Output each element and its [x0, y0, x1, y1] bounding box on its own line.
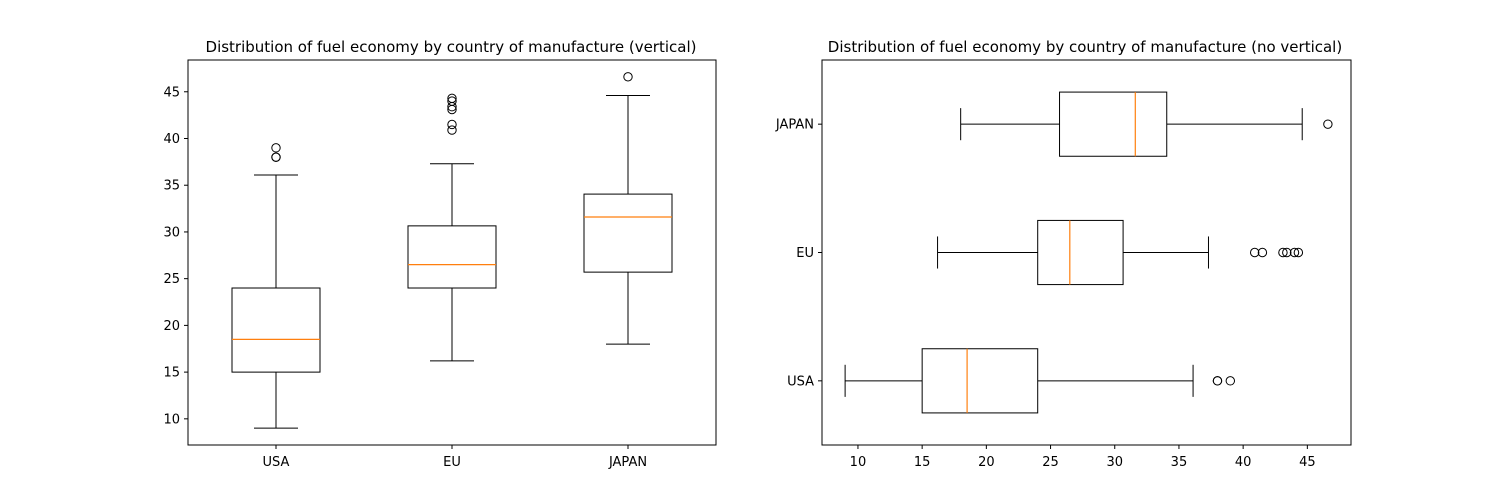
iqr-box	[1037, 219, 1124, 286]
outlier-point	[447, 125, 457, 135]
y-tick-label: JAPAN	[775, 118, 814, 133]
outlier-point	[1250, 247, 1260, 258]
iqr-box	[1059, 91, 1168, 157]
x-tick-label: USA	[263, 455, 290, 470]
box-usa	[844, 348, 1236, 414]
outlier-point	[447, 96, 457, 106]
x-tick-label: 45	[1299, 455, 1316, 470]
box-usa	[231, 143, 321, 429]
x-tick-label: 40	[1235, 455, 1252, 470]
iqr-box	[231, 287, 321, 373]
box-eu	[407, 93, 497, 362]
horizontal-boxplot-panel: Distribution of fuel economy by country …	[775, 38, 1352, 470]
outlier-point	[1289, 247, 1300, 258]
y-tick-label: 30	[163, 225, 180, 240]
outlier-point	[1323, 119, 1333, 129]
y-tick-label: 40	[163, 132, 180, 147]
box-japan	[583, 72, 673, 345]
x-tick-label: 30	[1106, 455, 1123, 470]
x-tick-label: 15	[914, 455, 931, 470]
x-tick-label: 35	[1171, 455, 1188, 470]
y-tick-label: USA	[787, 374, 814, 389]
outlier-point	[1293, 247, 1304, 258]
x-tick-label: EU	[443, 455, 461, 470]
outlier-point	[447, 93, 457, 104]
iqr-box	[583, 193, 673, 273]
x-tick-label: 20	[978, 455, 995, 470]
outlier-point	[1212, 376, 1223, 386]
outlier-point	[1225, 376, 1236, 386]
vertical-boxplot-panel: Distribution of fuel economy by country …	[163, 38, 717, 470]
iqr-box	[921, 348, 1039, 414]
box-japan	[960, 91, 1333, 157]
outlier-point	[623, 72, 633, 82]
y-tick-label: 35	[163, 179, 180, 194]
y-tick-label: 45	[163, 85, 180, 100]
outlier-point	[1278, 247, 1288, 258]
y-tick-label: 10	[163, 412, 180, 427]
x-tick-label: JAPAN	[608, 455, 647, 470]
box-eu	[937, 219, 1304, 286]
iqr-box	[407, 225, 497, 289]
y-tick-label: 25	[163, 272, 180, 287]
outlier-point	[1257, 247, 1268, 258]
y-tick-label: 15	[163, 366, 180, 381]
outlier-point	[271, 143, 281, 153]
outlier-point	[1282, 247, 1292, 258]
x-tick-label: 25	[1042, 455, 1059, 470]
chart-title: Distribution of fuel economy by country …	[206, 38, 697, 56]
outlier-point	[271, 152, 281, 162]
y-tick-label: 20	[163, 319, 180, 334]
y-tick-label: EU	[796, 246, 814, 261]
outlier-point	[447, 119, 457, 130]
x-tick-label: 10	[850, 455, 867, 470]
chart-title: Distribution of fuel economy by country …	[828, 38, 1342, 56]
